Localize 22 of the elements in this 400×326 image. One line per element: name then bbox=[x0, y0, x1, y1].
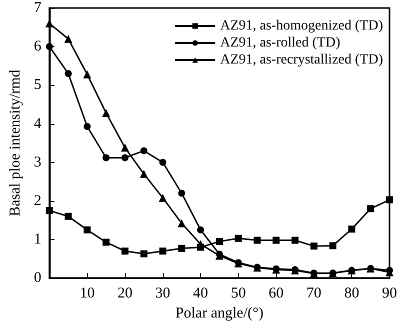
y-tick-label: 3 bbox=[34, 154, 42, 170]
y-axis-title: Basal ploe intensity/rmd bbox=[8, 69, 24, 216]
x-tick-label: 90 bbox=[382, 286, 397, 302]
legend-label: AZ91, as-rolled (TD) bbox=[220, 36, 341, 50]
legend-label: AZ91, as-recrystallized (TD) bbox=[220, 52, 384, 68]
y-tick-label: 7 bbox=[34, 0, 42, 16]
x-tick-label: 10 bbox=[80, 286, 95, 302]
y-tick-label: 6 bbox=[34, 38, 42, 55]
x-tick-label: 70 bbox=[306, 286, 322, 302]
y-tick-label: 0 bbox=[34, 270, 42, 286]
y-tick-label: 1 bbox=[34, 232, 42, 248]
x-tick-label: 40 bbox=[193, 286, 208, 302]
y-tick-label: 4 bbox=[34, 116, 42, 132]
x-axis-title: Polar angle/(°) bbox=[175, 306, 264, 322]
y-tick-label: 2 bbox=[34, 192, 42, 209]
x-tick-label: 20 bbox=[117, 286, 132, 302]
x-tick-label: 60 bbox=[268, 286, 284, 302]
y-tick-label: 5 bbox=[34, 77, 42, 94]
legend-label: AZ91, as-homogenized (TD) bbox=[220, 18, 384, 34]
x-tick-label: 80 bbox=[344, 286, 360, 302]
x-tick-label: 30 bbox=[155, 286, 170, 302]
x-tick-label: 50 bbox=[230, 286, 246, 302]
